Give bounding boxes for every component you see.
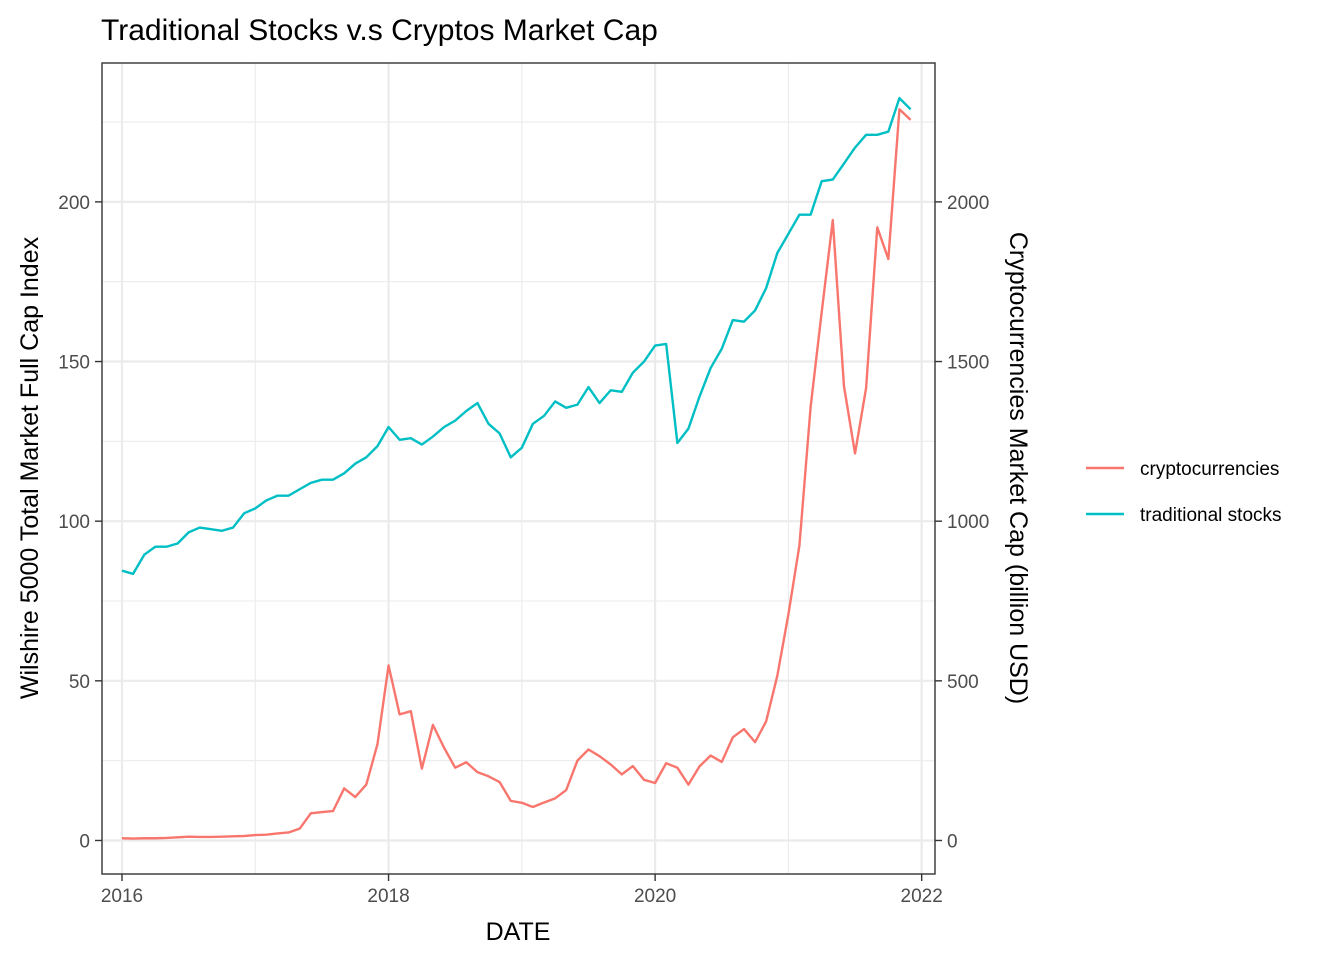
y-left-tick-label: 50 — [69, 672, 90, 693]
y-right-tick-label: 1500 — [947, 353, 989, 374]
chart-title: Traditional Stocks v.s Cryptos Market Ca… — [101, 14, 658, 47]
y-axis-right: 0 500 1000 1500 2000 — [935, 193, 989, 852]
y-left-tick-label: 150 — [58, 353, 90, 374]
y-right-tick-label: 1000 — [947, 512, 989, 533]
x-tick-label: 2016 — [101, 886, 143, 907]
legend: cryptocurrencies traditional stocks — [1086, 459, 1282, 526]
series-line-cryptocurrencies — [121, 108, 912, 840]
plot-panel — [101, 62, 936, 875]
y-left-tick-label: 100 — [58, 512, 90, 533]
x-tick-label: 2020 — [634, 886, 676, 907]
y-axis-left: 0 50 100 150 200 — [58, 193, 102, 852]
x-axis: 2016 2018 2020 2022 — [101, 874, 943, 907]
x-tick-label: 2022 — [901, 886, 943, 907]
y-axis-left-title: Wilshire 5000 Total Market Full Cap Inde… — [16, 236, 44, 699]
minor-gridlines — [102, 63, 935, 874]
y-right-tick-label: 2000 — [947, 193, 989, 214]
series-lines — [121, 96, 912, 840]
y-axis-right-title: Cryptocurrencies Market Cap (billion USD… — [1004, 232, 1032, 704]
legend-label-cryptocurrencies: cryptocurrencies — [1140, 459, 1279, 480]
x-tick-label: 2018 — [367, 886, 409, 907]
panel-border — [101, 62, 936, 875]
x-axis-title: DATE — [486, 918, 551, 946]
y-left-tick-label: 200 — [58, 193, 90, 214]
y-right-tick-label: 500 — [947, 672, 979, 693]
y-right-tick-label: 0 — [947, 831, 958, 852]
y-left-tick-label: 0 — [79, 831, 90, 852]
series-line-traditional-stocks — [121, 96, 912, 576]
major-gridlines — [102, 63, 935, 874]
legend-label-traditional-stocks: traditional stocks — [1140, 505, 1282, 526]
